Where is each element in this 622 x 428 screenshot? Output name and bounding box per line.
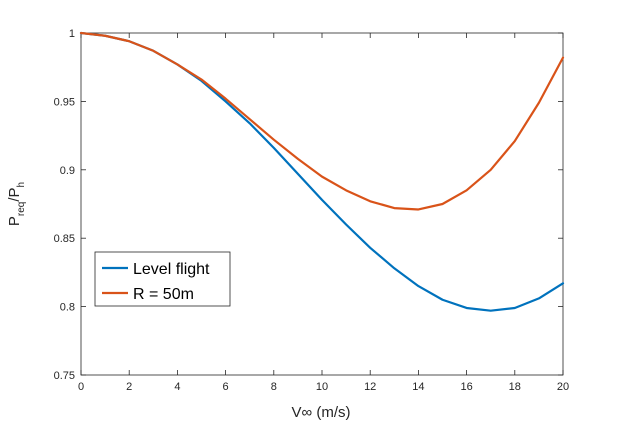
y-tick-label: 0.85 [54, 233, 75, 245]
y-axis-label-main: P [6, 216, 23, 226]
y-axis-label-sub-req: req [16, 202, 27, 216]
x-tick-label: 14 [412, 381, 424, 393]
y-axis: 0.75 0.8 0.85 0.9 0.95 1 [54, 28, 563, 382]
x-tick-label: 10 [316, 381, 328, 393]
x-tick-label: 2 [126, 381, 132, 393]
legend-entry-label: Level flight [133, 261, 210, 278]
legend-entry-label: R = 50m [133, 286, 194, 303]
legend: Level flight R = 50m [94, 251, 231, 307]
x-tick-label: 0 [78, 381, 84, 393]
x-tick-label: 18 [509, 381, 521, 393]
y-tick-label: 0.95 [54, 96, 75, 108]
x-tick-label: 6 [223, 381, 229, 393]
x-tick-label: 8 [271, 381, 277, 393]
y-tick-label: 0.9 [60, 165, 75, 177]
y-tick-label: 0.8 [60, 302, 75, 314]
y-axis-label: Preq/Ph [6, 182, 27, 226]
legend-box [94, 251, 231, 307]
y-tick-label: 0.75 [54, 370, 75, 382]
x-tick-label: 16 [460, 381, 472, 393]
x-tick-label: 12 [364, 381, 376, 393]
x-axis: 0 2 4 6 8 10 12 14 16 18 20 [78, 33, 569, 393]
series-layer [79, 31, 565, 312]
y-tick-label: 1 [69, 28, 75, 40]
y-axis-label-slash: /P [6, 187, 23, 201]
x-tick-label: 20 [557, 381, 569, 393]
x-axis-label: V∞ (m/s) [291, 404, 350, 421]
y-axis-label-sub-h: h [16, 182, 27, 188]
series-line-r-50m [79, 31, 565, 211]
x-tick-label: 4 [174, 381, 180, 393]
